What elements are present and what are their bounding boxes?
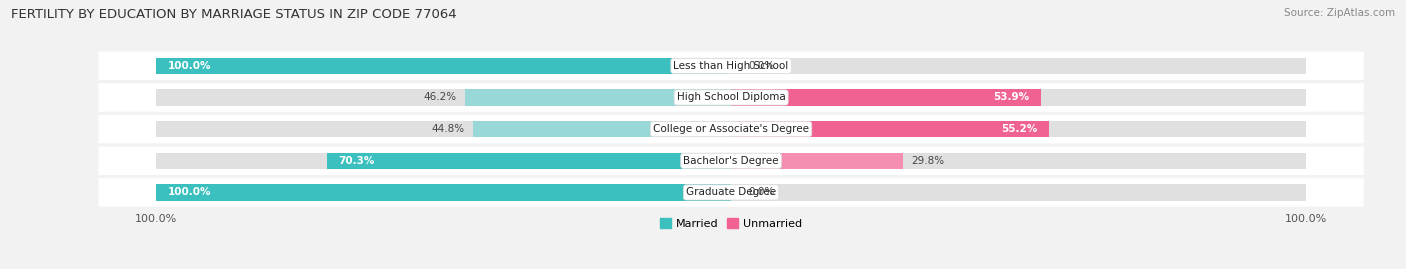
Text: 100.0%: 100.0% [167, 187, 211, 197]
Text: 0.0%: 0.0% [748, 187, 775, 197]
Text: Bachelor's Degree: Bachelor's Degree [683, 156, 779, 166]
Bar [326, 153, 731, 169]
Text: 55.2%: 55.2% [1001, 124, 1038, 134]
FancyBboxPatch shape [98, 115, 1364, 143]
Text: FERTILITY BY EDUCATION BY MARRIAGE STATUS IN ZIP CODE 77064: FERTILITY BY EDUCATION BY MARRIAGE STATU… [11, 8, 457, 21]
Bar [731, 89, 1306, 106]
Bar [731, 121, 1306, 137]
Bar [156, 58, 731, 74]
FancyBboxPatch shape [98, 147, 1364, 175]
Bar [465, 89, 731, 106]
Bar [156, 121, 731, 137]
FancyBboxPatch shape [98, 83, 1364, 112]
Text: 100.0%: 100.0% [167, 61, 211, 71]
Text: 44.8%: 44.8% [432, 124, 465, 134]
Text: 0.0%: 0.0% [748, 61, 775, 71]
Bar [156, 184, 731, 201]
FancyBboxPatch shape [98, 178, 1364, 207]
Bar [156, 153, 731, 169]
Bar [731, 153, 903, 169]
Bar [156, 58, 731, 74]
Bar [731, 58, 1306, 74]
Bar [731, 184, 1306, 201]
Text: Graduate Degree: Graduate Degree [686, 187, 776, 197]
Text: 70.3%: 70.3% [339, 156, 374, 166]
Bar [731, 89, 1040, 106]
Text: College or Associate's Degree: College or Associate's Degree [654, 124, 808, 134]
Bar [156, 89, 731, 106]
FancyBboxPatch shape [98, 52, 1364, 80]
Text: Source: ZipAtlas.com: Source: ZipAtlas.com [1284, 8, 1395, 18]
Text: Less than High School: Less than High School [673, 61, 789, 71]
Text: 53.9%: 53.9% [994, 93, 1029, 102]
Text: 46.2%: 46.2% [423, 93, 457, 102]
Text: High School Diploma: High School Diploma [676, 93, 786, 102]
Bar [731, 121, 1049, 137]
Bar [731, 153, 1306, 169]
Legend: Married, Unmarried: Married, Unmarried [655, 214, 807, 233]
Text: 29.8%: 29.8% [911, 156, 945, 166]
Bar [474, 121, 731, 137]
Bar [156, 184, 731, 201]
